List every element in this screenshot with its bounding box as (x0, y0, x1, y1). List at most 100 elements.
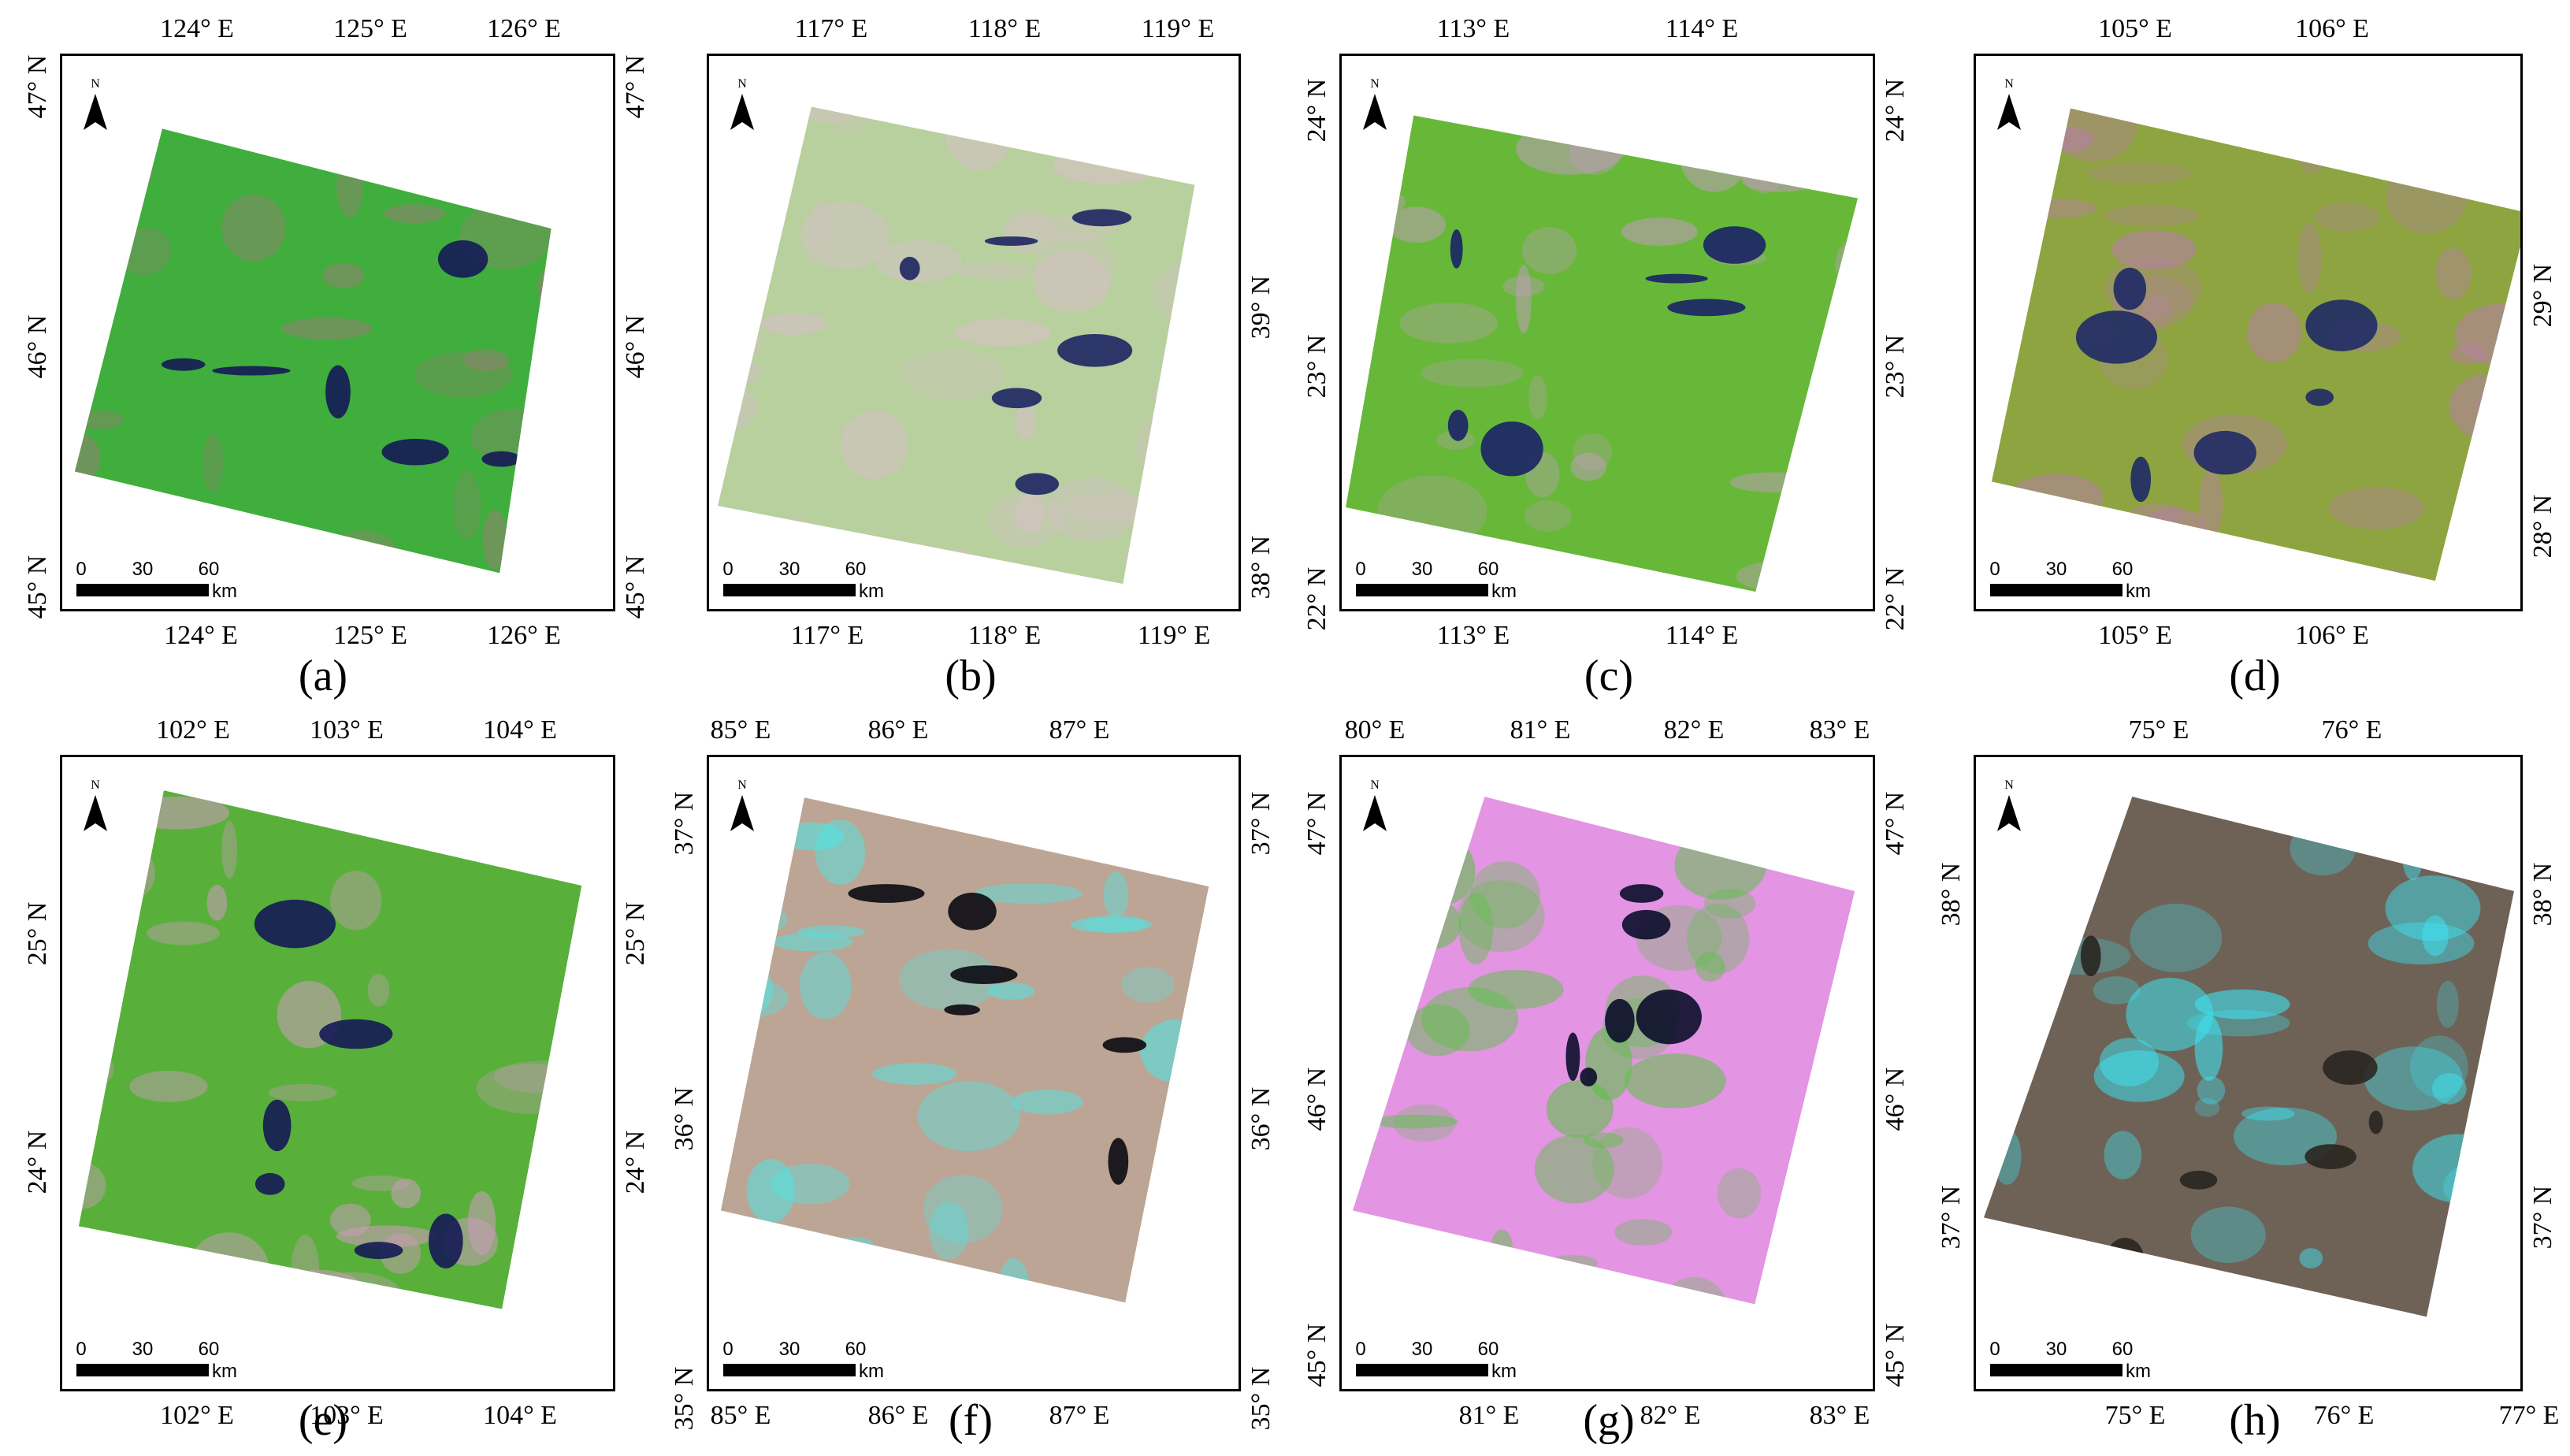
texture-patch (1162, 1346, 1198, 1389)
water-body (1071, 209, 1132, 227)
water-body (254, 899, 336, 949)
texture-patch (565, 790, 582, 804)
texture-patch (467, 1190, 496, 1256)
texture-patch (2487, 121, 2520, 145)
water-body (1580, 1068, 1598, 1086)
texture-patch (1680, 121, 1749, 192)
right_ticks-tick-label: 37° N (2528, 1185, 2557, 1250)
texture-patch (1458, 893, 1494, 965)
water-body (254, 1172, 285, 1195)
texture-patch (2410, 1035, 2468, 1098)
map-frame: N 0 30 60 km (1974, 755, 2523, 1391)
left_ticks-tick-label: 46° N (23, 314, 52, 379)
texture-patch (2009, 474, 2104, 521)
water-body (1480, 421, 1543, 477)
texture-patch (1558, 1302, 1611, 1305)
texture-patch (1168, 470, 1195, 505)
texture-patch (1558, 757, 1656, 789)
texture-patch (1563, 1289, 1586, 1305)
texture-patch (2211, 561, 2264, 581)
texture-patch (789, 513, 806, 550)
texture-patch (2356, 569, 2415, 581)
scale-label: 0 (1355, 1339, 1366, 1360)
texture-patch (2111, 230, 2197, 269)
scale-label: 30 (1411, 1339, 1433, 1360)
left_ticks-tick-label: 47° N (1302, 791, 1331, 856)
texture-patch (875, 240, 963, 283)
scale-label: 60 (845, 1339, 867, 1360)
right_ticks-tick-label: 47° N (621, 54, 650, 119)
texture-patch (302, 1272, 403, 1309)
right_ticks-tick-label: 28° N (2528, 494, 2557, 559)
water-body (944, 1004, 980, 1016)
right_ticks-tick-label: 24° N (621, 1130, 650, 1194)
texture-patch (2058, 514, 2096, 553)
bottom_ticks-tick-label: 76° E (2313, 1401, 2375, 1430)
bottom_ticks-tick-label: 124° E (164, 621, 238, 650)
texture-patch (1053, 147, 1161, 184)
texture-patch (1468, 970, 1564, 1009)
scale-label: 0 (1989, 1339, 2000, 1360)
top_ticks-tick-label: 85° E (710, 715, 771, 745)
texture-patch (1546, 1254, 1599, 1271)
texture-patch (808, 199, 833, 254)
north-arrow-icon: N (726, 779, 758, 834)
texture-patch (720, 1027, 737, 1073)
water-body (1108, 1138, 1129, 1185)
water-body (1667, 299, 1746, 317)
texture-patch (1035, 230, 1116, 303)
texture-patch (503, 56, 583, 108)
texture-patch (1740, 136, 1787, 194)
scale-unit: km (212, 1361, 237, 1382)
texture-patch (1421, 358, 1524, 388)
north-arrow-icon: N (80, 78, 111, 133)
bottom_ticks-tick-label: 81° E (1458, 1401, 1520, 1430)
water-body (2193, 430, 2256, 475)
texture-patch (1796, 578, 1859, 592)
scale-bar: 0 30 60 km (1355, 1339, 1517, 1381)
bottom_ticks-tick-label: 82° E (1640, 1401, 1701, 1430)
satellite-scene (74, 56, 613, 574)
water-body (2323, 1050, 2378, 1085)
top_ticks-tick-label: 83° E (1809, 715, 1870, 745)
right_ticks-tick-label: 46° N (1881, 1067, 1910, 1131)
texture-patch (720, 1278, 796, 1303)
bottom_ticks-tick-label: 106° E (2295, 621, 2369, 650)
map-frame: N 0 30 60 km (707, 54, 1241, 611)
texture-patch (1717, 1168, 1762, 1219)
texture-patch (1048, 477, 1138, 542)
water-body (1450, 229, 1463, 269)
scale-label: 0 (1989, 559, 2000, 580)
scale-bar-fill (76, 584, 209, 596)
texture-patch (236, 1324, 304, 1387)
water-body (2106, 1238, 2145, 1279)
top_ticks-tick-label: 76° E (2321, 715, 2382, 745)
texture-patch (202, 433, 224, 493)
right_ticks-tick-label: 25° N (621, 901, 650, 966)
right_ticks-tick-label: 38° N (1246, 535, 1276, 600)
texture-patch (557, 415, 613, 439)
right_ticks-tick-label: 24° N (1881, 78, 1910, 143)
scale-bar: 0 30 60 km (1355, 560, 1517, 601)
bottom_ticks-tick-label: 105° E (2098, 621, 2172, 650)
texture-patch (1180, 276, 1195, 329)
texture-patch (1585, 1027, 1632, 1101)
bottom_ticks-tick-label: 87° E (1049, 1401, 1110, 1430)
texture-patch (2449, 344, 2486, 365)
land-cover (78, 790, 582, 1309)
north-label: N (91, 778, 100, 792)
texture-patch (2431, 1073, 2467, 1105)
texture-patch (552, 1157, 582, 1223)
right_ticks-tick-label: 45° N (621, 555, 650, 619)
texture-patch (1618, 73, 1703, 110)
texture-patch (74, 149, 111, 173)
panel-caption: (e) (298, 1396, 348, 1445)
water-body (429, 1213, 463, 1268)
texture-patch (2087, 162, 2191, 184)
left_ticks-tick-label: 45° N (23, 555, 52, 619)
scale-bar-fill (1356, 1364, 1488, 1376)
water-body (2130, 456, 2152, 503)
bottom_ticks-tick-label: 83° E (1809, 1401, 1870, 1430)
bottom_ticks-tick-label: 103° E (310, 1401, 384, 1430)
texture-patch (1103, 871, 1129, 919)
